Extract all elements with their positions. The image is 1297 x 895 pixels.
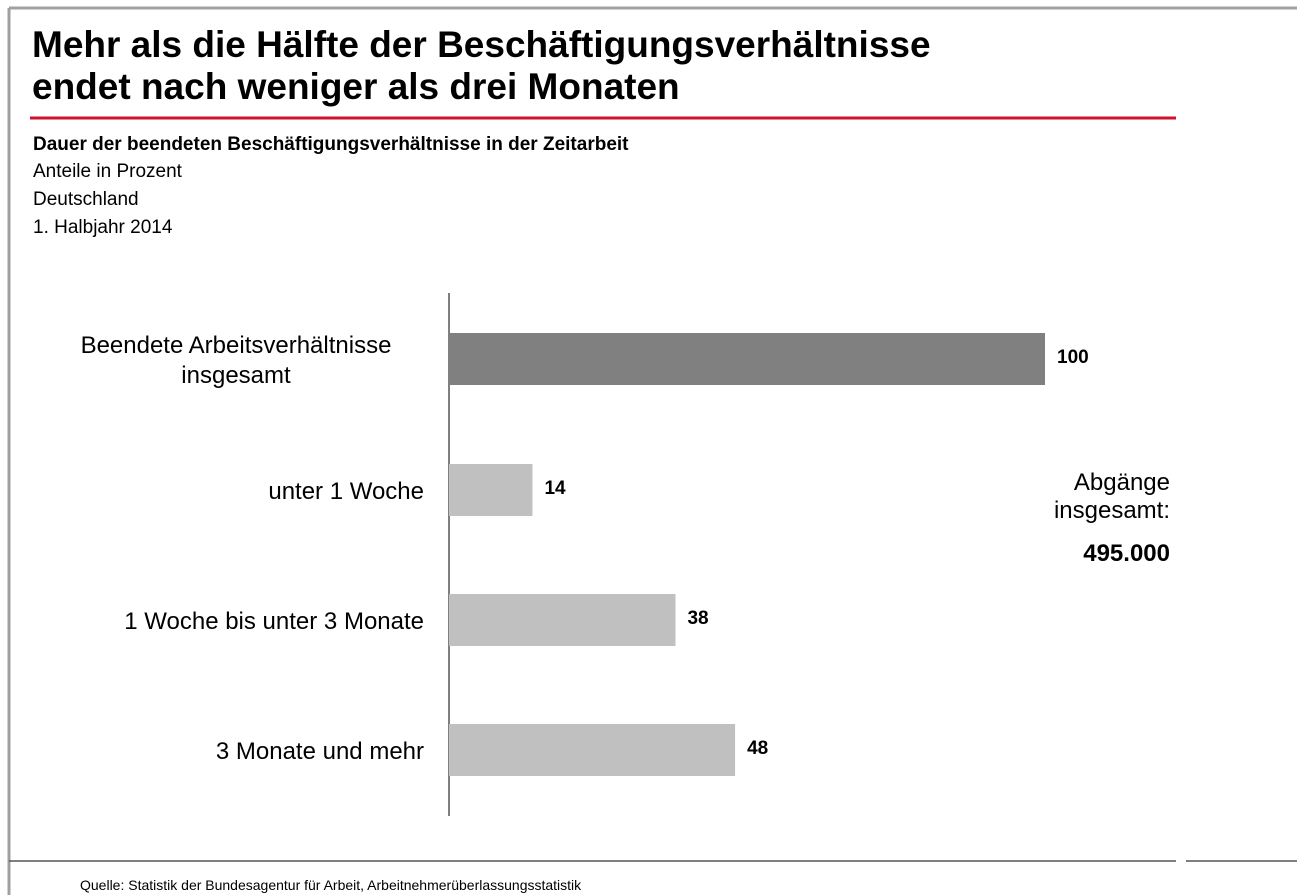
note: Deutschland: [33, 189, 139, 210]
subtitle: Dauer der beendeten Beschäftigungsverhäl…: [33, 134, 629, 155]
category-label: 3 Monate und mehr: [215, 738, 424, 765]
bar: [449, 724, 736, 776]
chart-title: Mehr als die Hälfte der Beschäftigungsve…: [32, 24, 931, 65]
value-label: 100: [1057, 347, 1089, 368]
bar: [449, 594, 676, 646]
note: Anteile in Prozent: [33, 161, 182, 182]
annotation-value: 495.000: [1083, 540, 1170, 567]
bar: [449, 464, 533, 516]
category-label: 1 Woche bis unter 3 Monate: [124, 608, 424, 635]
category-label: Beendete Arbeitsverhältnisse insgesamt: [80, 332, 392, 389]
note: 1. Halbjahr 2014: [33, 217, 173, 238]
value-label: 38: [687, 608, 709, 629]
annotation-label: Abgänge insgesamt:: [1053, 469, 1170, 524]
value-label: 48: [747, 738, 769, 759]
value-label: 14: [544, 478, 566, 499]
bar: [449, 333, 1045, 385]
category-label: unter 1 Woche: [268, 478, 424, 505]
bars: [449, 333, 1045, 776]
source: Quelle: Statistik der Bundesagentur für …: [80, 877, 582, 893]
chart-title: endet nach weniger als drei Monaten: [32, 66, 680, 107]
